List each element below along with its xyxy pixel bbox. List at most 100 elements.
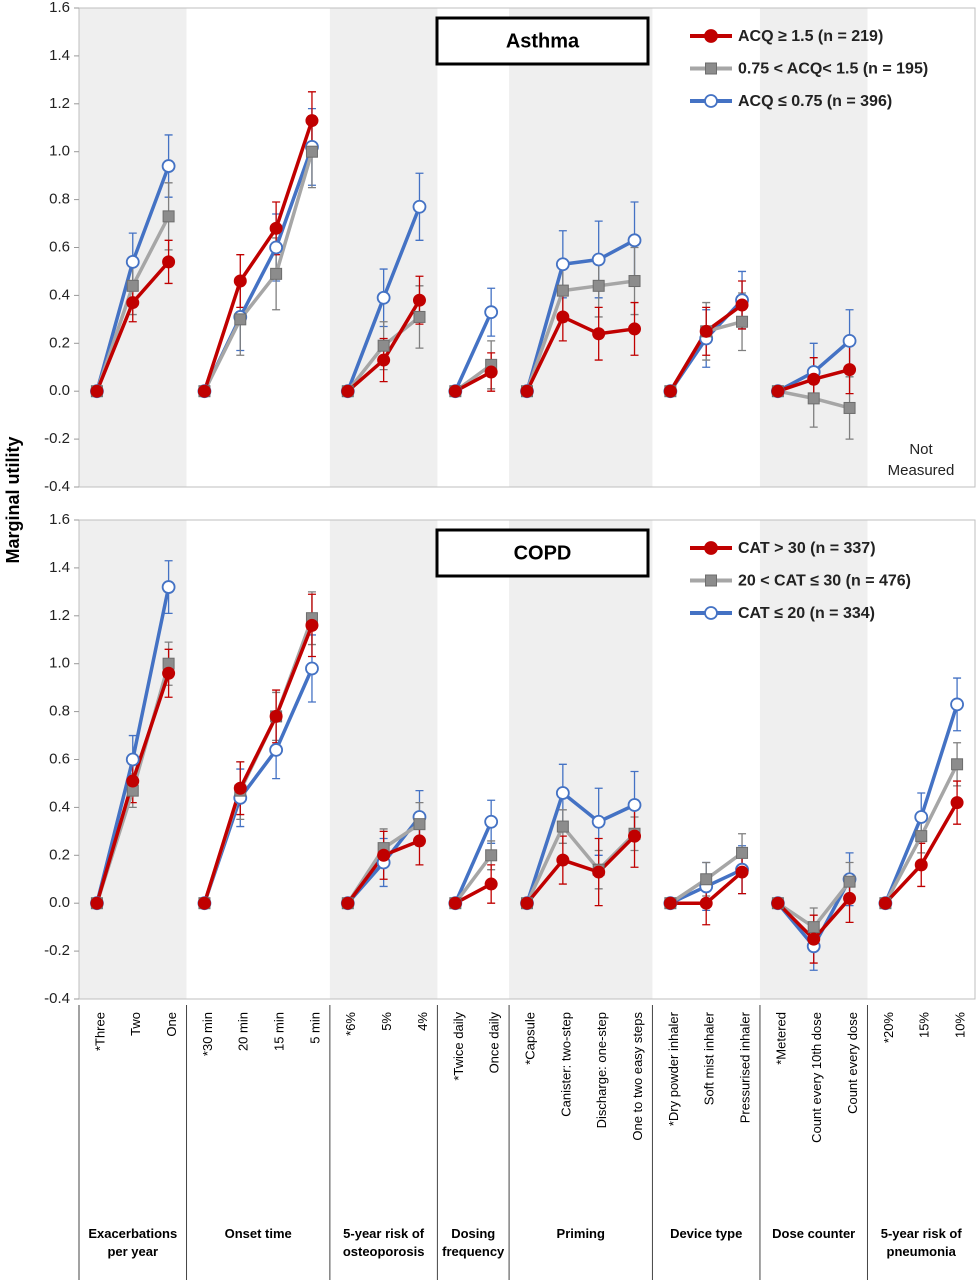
x-tick-label: *30 min <box>200 1012 215 1056</box>
point <box>699 324 713 338</box>
x-tick-label: Pressurised inhaler <box>737 1011 752 1123</box>
y-tick-label: 1.0 <box>49 143 70 160</box>
group-shade <box>509 8 653 487</box>
group-label: Priming <box>556 1226 605 1241</box>
point <box>162 255 176 269</box>
point <box>126 279 139 292</box>
point <box>914 810 929 824</box>
point <box>592 865 606 879</box>
point <box>341 896 355 910</box>
series-line <box>525 279 635 392</box>
point <box>197 896 211 910</box>
y-tick-label: -0.2 <box>44 942 70 959</box>
y-tick-label: 1.6 <box>49 511 70 528</box>
x-tick-label: 20 min <box>236 1012 251 1051</box>
legend-label: ACQ ≥ 1.5 (n = 219) <box>738 28 883 45</box>
point <box>591 252 606 267</box>
x-tick-label: *20% <box>881 1012 896 1044</box>
point <box>377 353 391 367</box>
y-tick-label: 1.4 <box>49 47 70 64</box>
group-label: Onset time <box>224 1226 292 1241</box>
point <box>628 322 642 336</box>
x-tick-label: Count every dose <box>845 1012 860 1114</box>
point <box>162 210 175 223</box>
point <box>556 284 569 297</box>
point <box>556 853 570 867</box>
x-tick-label: *Metered <box>773 1012 788 1065</box>
point <box>807 372 821 386</box>
legend-marker <box>704 541 718 555</box>
x-tick-label: *Capsule <box>522 1012 537 1065</box>
point <box>161 159 176 173</box>
point <box>305 114 319 128</box>
y-tick-label: 0.2 <box>49 846 70 863</box>
point <box>842 334 857 348</box>
point <box>627 798 642 812</box>
point <box>914 858 928 872</box>
point <box>269 221 283 235</box>
point <box>270 267 283 280</box>
x-tick-label: *Dry powder inhaler <box>666 1011 681 1126</box>
title-box <box>435 528 650 578</box>
point <box>269 240 284 255</box>
x-tick-label: One <box>164 1012 179 1037</box>
x-tick-label: Soft mist inhaler <box>702 1011 717 1105</box>
point <box>807 921 820 934</box>
series-line <box>453 311 493 392</box>
point <box>377 848 391 862</box>
point <box>126 774 140 788</box>
chart-title: COPD <box>514 542 572 564</box>
y-tick-label: 1.0 <box>49 655 70 672</box>
legend-label: 20 < CAT ≤ 30 (n = 476) <box>738 573 911 590</box>
series-line <box>525 791 636 904</box>
point <box>376 290 391 305</box>
x-tick-label: *6% <box>343 1012 358 1036</box>
annotation: Not Measured <box>888 441 955 479</box>
legend-marker <box>705 574 717 587</box>
point <box>591 814 606 829</box>
series-line <box>202 151 314 392</box>
point <box>735 298 749 312</box>
point <box>305 145 318 158</box>
point <box>90 384 104 398</box>
group-label: 5-year risk of pneumonia <box>880 1226 962 1259</box>
group-shade <box>329 520 438 999</box>
point <box>484 814 499 829</box>
x-tick-label: Two <box>128 1012 143 1036</box>
series-line <box>202 667 314 904</box>
legend-label: ACQ ≤ 0.75 (n = 396) <box>738 93 892 110</box>
legend-label: CAT > 30 (n = 337) <box>738 540 876 557</box>
y-tick-label: -0.4 <box>44 990 70 1007</box>
y-tick-label: 0.0 <box>49 894 70 911</box>
point <box>771 384 785 398</box>
point <box>412 199 427 214</box>
series-line <box>525 315 635 392</box>
point <box>843 875 856 888</box>
x-tick-label: 10% <box>953 1012 968 1038</box>
point <box>377 339 390 352</box>
y-tick-label: 0.6 <box>49 238 70 255</box>
point <box>843 363 857 377</box>
point <box>90 896 104 910</box>
point <box>807 392 820 405</box>
point <box>555 257 570 272</box>
legend-marker <box>704 29 718 43</box>
point <box>233 781 247 795</box>
x-tick-label: One to two easy steps <box>630 1012 645 1141</box>
series-line <box>202 146 314 392</box>
x-tick-label: *Three <box>92 1012 107 1051</box>
point <box>627 233 642 248</box>
y-tick-label: 0.8 <box>49 703 70 720</box>
point <box>736 846 749 859</box>
point <box>413 818 426 831</box>
y-tick-label: 1.2 <box>49 607 70 624</box>
point <box>843 891 857 905</box>
point <box>556 310 570 324</box>
y-tick-label: 0.4 <box>49 286 70 303</box>
point <box>950 697 964 712</box>
point <box>233 274 247 288</box>
point <box>628 275 641 288</box>
series-line <box>202 624 314 904</box>
series-line <box>525 834 636 905</box>
